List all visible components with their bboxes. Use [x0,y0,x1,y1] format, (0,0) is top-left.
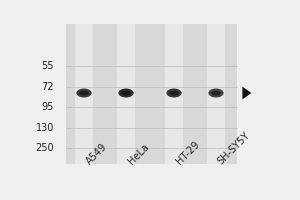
Text: HT-29: HT-29 [174,139,201,166]
Ellipse shape [80,90,88,96]
FancyBboxPatch shape [75,24,93,164]
Text: 55: 55 [41,61,54,71]
Ellipse shape [169,90,178,96]
FancyBboxPatch shape [66,24,237,164]
FancyBboxPatch shape [165,24,183,164]
FancyBboxPatch shape [117,24,135,164]
Ellipse shape [118,88,134,98]
Ellipse shape [212,90,220,96]
Text: 72: 72 [41,82,54,92]
Ellipse shape [208,88,224,98]
Text: 130: 130 [36,123,54,133]
FancyBboxPatch shape [207,24,225,164]
Polygon shape [242,87,251,99]
Ellipse shape [122,90,130,96]
Ellipse shape [76,88,92,98]
Text: SH-SY5Y: SH-SY5Y [216,130,252,166]
Text: HeLa: HeLa [126,141,151,166]
Text: 250: 250 [35,143,54,153]
Text: 95: 95 [42,102,54,112]
Ellipse shape [166,88,182,98]
Text: A549: A549 [84,141,109,166]
